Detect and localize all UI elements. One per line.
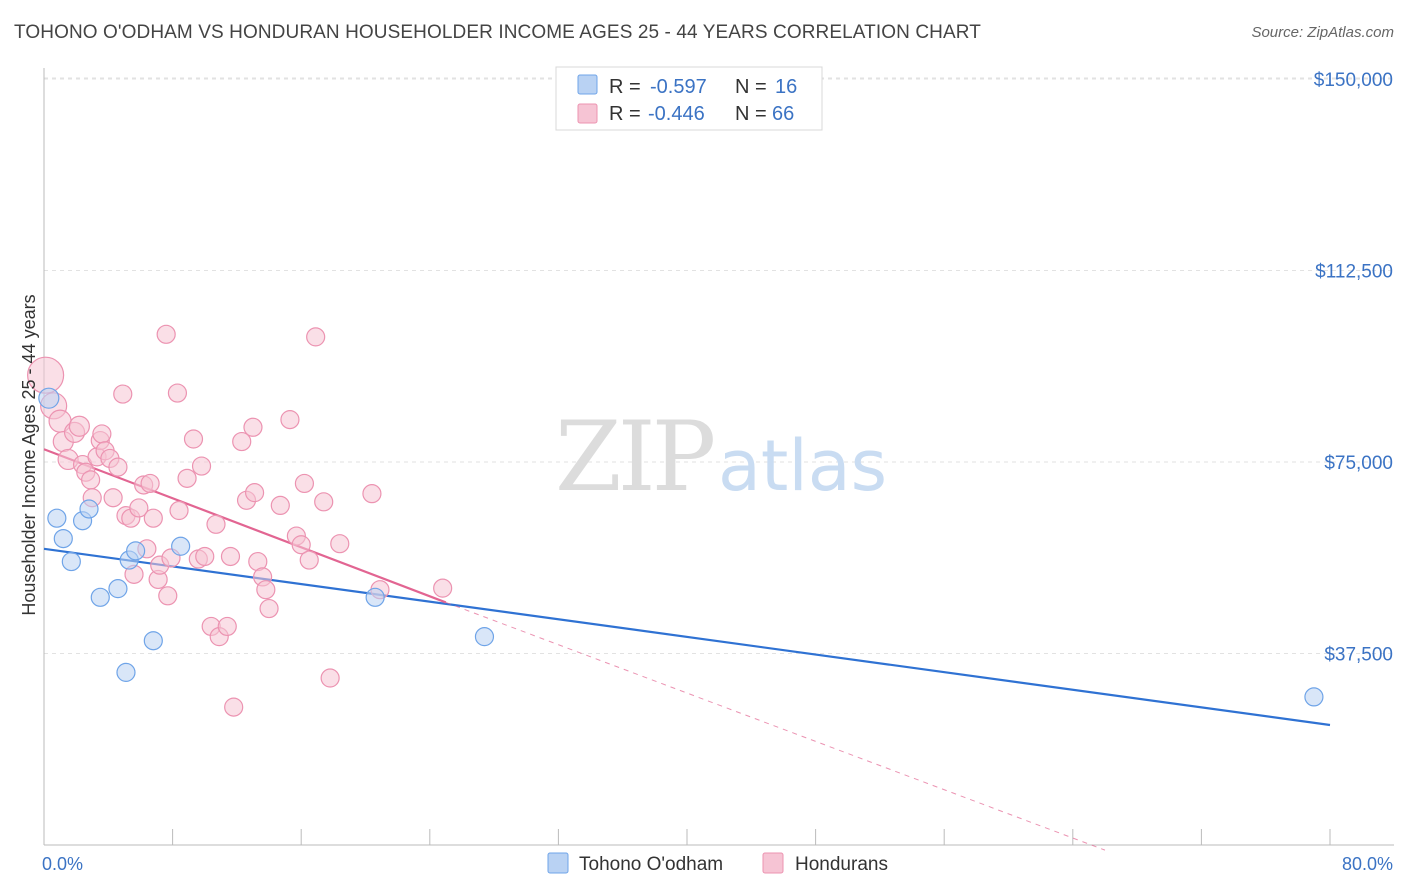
tohono-point-0 (38, 387, 60, 409)
honduran-point-47 (243, 417, 263, 437)
honduran-point-63 (362, 484, 382, 504)
tohono-point-14 (474, 627, 495, 647)
honduran-point-40 (206, 514, 226, 534)
honduran-point-52 (259, 598, 279, 619)
x-tick-labels: 0.0% 80.0% (42, 854, 1393, 874)
stats-r-value-hondurans: -0.446 (648, 103, 705, 125)
stats-n-label-tohono: N = (735, 76, 767, 98)
stats-r-label-hondurans: R = (609, 103, 641, 125)
honduran-point-53 (270, 495, 290, 516)
honduran-point-62 (330, 534, 350, 554)
honduran-point-17 (108, 457, 128, 477)
tohono-point-6 (90, 587, 110, 607)
honduran-point-58 (299, 550, 319, 570)
honduran-point-48 (244, 483, 265, 503)
tohono-point-3 (61, 551, 81, 572)
stats-n-label-hondurans: N = (735, 103, 767, 125)
honduran-point-33 (169, 500, 189, 521)
chart-title: TOHONO O'ODHAM VS HONDURAN HOUSEHOLDER I… (14, 22, 981, 43)
svg-text:atlas: atlas (718, 425, 887, 507)
y-axis-label: Householder Income Ages 25 - 44 years (19, 294, 39, 615)
tohono-point-10 (116, 662, 136, 682)
watermark: ZIP atlas (555, 401, 887, 513)
honduran-point-51 (256, 580, 276, 600)
honduran-point-57 (294, 473, 315, 494)
y-tick-label-3: $150,000 (1314, 70, 1393, 91)
tohono-point-2 (53, 528, 73, 549)
honduran-point-13 (92, 424, 112, 444)
chart-source: Source: ZipAtlas.com (1251, 24, 1394, 41)
grid-lines (44, 77, 1394, 654)
honduran-point-29 (156, 324, 176, 344)
stats-swatch-tohono (577, 74, 598, 95)
legend-swatch-tohono (547, 852, 569, 874)
honduran-point-59 (306, 327, 326, 347)
honduran-point-35 (183, 429, 204, 449)
honduran-point-65 (433, 578, 453, 598)
honduran-point-43 (220, 546, 241, 567)
legend-swatch-hondurans (762, 852, 784, 874)
honduran-point-18 (113, 384, 133, 404)
legend-label-hondurans: Hondurans (795, 854, 888, 875)
honduran-point-45 (232, 431, 252, 452)
stats-r-value-tohono: -0.597 (650, 76, 707, 98)
stats-n-value-hondurans: 66 (772, 103, 794, 125)
honduran-point-22 (129, 498, 149, 518)
tohono-point-15 (1304, 687, 1324, 707)
stats-legend: R = -0.597 N = 16 R = -0.446 N = 66 (555, 66, 823, 131)
stats-n-value-tohono: 16 (775, 76, 797, 98)
data-points (27, 324, 1324, 717)
honduran-trend-extension (445, 601, 1106, 851)
tohono-point-9 (126, 541, 146, 561)
y-tick-labels: $37,500 $75,000 $112,500 $150,000 (1314, 70, 1393, 666)
honduran-point-56 (291, 535, 311, 555)
honduran-point-6 (68, 415, 90, 437)
svg-text:ZIP: ZIP (555, 401, 714, 513)
x-tick-label-1: 80.0% (1342, 854, 1393, 874)
honduran-point-42 (217, 616, 237, 637)
tohono-point-11 (143, 631, 163, 651)
honduran-point-26 (143, 508, 163, 528)
series-legend: Tohono O'odham Hondurans (547, 852, 888, 875)
tohono-point-7 (108, 579, 128, 599)
honduran-point-16 (103, 488, 123, 508)
legend-label-tohono: Tohono O'odham (579, 854, 723, 875)
honduran-point-60 (314, 492, 334, 512)
honduran-point-32 (167, 383, 188, 403)
honduran-point-61 (320, 668, 340, 688)
honduran-trend-line (43, 448, 447, 604)
x-tick-label-0: 0.0% (42, 854, 83, 874)
tohono-point-12 (171, 536, 191, 556)
honduran-point-44 (224, 697, 244, 717)
y-tick-label-0: $37,500 (1324, 645, 1393, 666)
honduran-point-9 (81, 470, 101, 490)
honduran-point-25 (140, 473, 160, 494)
axes (43, 68, 1394, 846)
stats-r-label-tohono: R = (609, 76, 641, 98)
honduran-point-37 (191, 456, 212, 476)
tohono-point-13 (365, 587, 385, 607)
honduran-point-34 (177, 468, 197, 488)
tohono-point-5 (79, 499, 99, 519)
y-tick-label-2: $112,500 (1315, 262, 1393, 283)
y-tick-label-1: $75,000 (1324, 453, 1393, 474)
honduran-point-38 (195, 546, 215, 567)
honduran-point-54 (280, 410, 300, 430)
tohono-point-1 (47, 508, 67, 528)
stats-swatch-hondurans (577, 103, 598, 124)
honduran-point-30 (158, 586, 178, 606)
